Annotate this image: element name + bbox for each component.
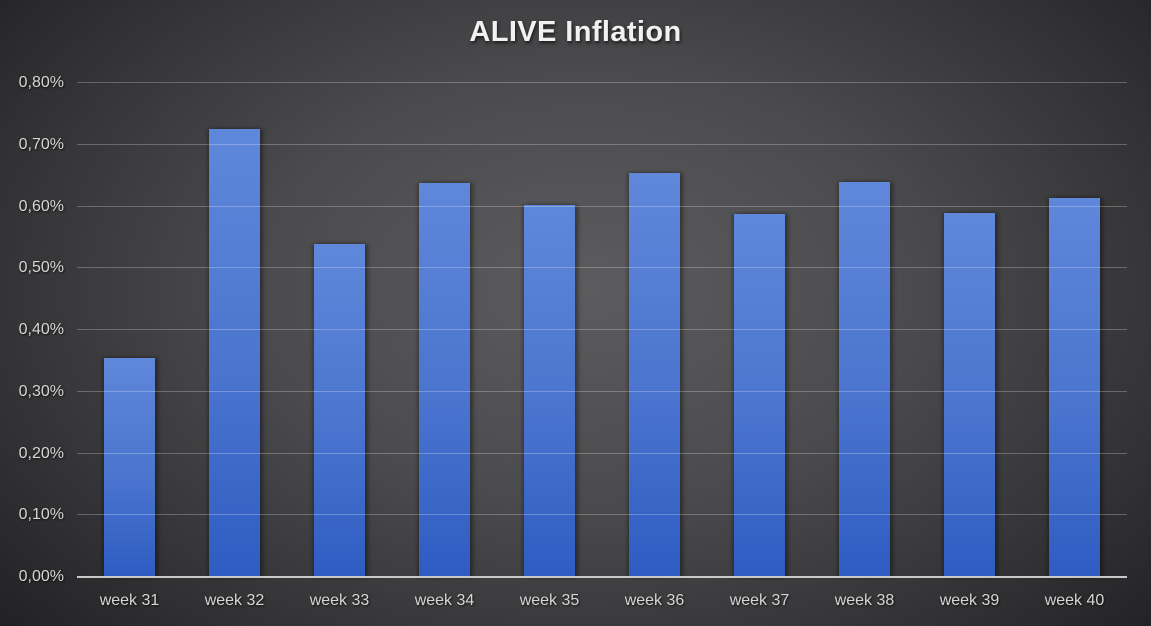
y-tick-label: 0,40% [18, 321, 64, 338]
y-gridline [77, 205, 1127, 207]
x-axis-label: week 36 [624, 592, 685, 609]
y-gridline [77, 267, 1127, 269]
bar-week-40[interactable] [1049, 197, 1100, 577]
x-axis-label: week 34 [414, 592, 475, 609]
bar-slot [497, 83, 602, 577]
bar-week-36[interactable] [629, 173, 680, 577]
y-tick-label: 0,50% [18, 259, 64, 277]
bar-week-34[interactable] [419, 183, 470, 577]
bar-week-35[interactable] [524, 204, 575, 577]
y-tick-label: 0,00% [18, 568, 64, 585]
y-tick-label: 0,20% [18, 444, 64, 462]
y-tick-label: 0,80% [18, 74, 64, 91]
bar-slot [182, 83, 287, 577]
x-axis-label: week 38 [834, 592, 895, 609]
x-axis-label: week 32 [204, 592, 265, 609]
plot-area [77, 82, 1127, 578]
x-axis-label: week 35 [519, 592, 580, 609]
bar-slot [1022, 83, 1127, 577]
bar-week-37[interactable] [734, 213, 785, 577]
x-axis-label: week 33 [309, 592, 370, 609]
y-gridline [77, 390, 1127, 392]
y-gridline [77, 329, 1127, 330]
y-gridline [77, 143, 1127, 145]
y-gridline [77, 82, 1127, 83]
bar-slot [707, 83, 812, 577]
bars-row [77, 83, 1127, 577]
y-tick-label: 0,10% [18, 506, 64, 524]
x-axis-line [77, 576, 1127, 578]
y-gridline [77, 452, 1127, 454]
bar-week-31[interactable] [104, 357, 155, 577]
y-tick-label: 0,70% [18, 135, 64, 153]
bar-slot [602, 83, 707, 577]
x-axis-label: week 39 [939, 592, 1000, 609]
bar-week-39[interactable] [944, 212, 995, 577]
y-gridline [77, 514, 1127, 516]
x-axis-label: week 37 [729, 592, 790, 609]
bar-week-38[interactable] [839, 182, 890, 577]
bar-slot [812, 83, 917, 577]
bar-week-32[interactable] [209, 129, 260, 577]
x-axis-label: week 31 [99, 592, 160, 609]
y-tick-label: 0,30% [18, 382, 64, 400]
x-axis-label: week 40 [1044, 592, 1105, 609]
y-tick-label: 0,60% [18, 197, 64, 215]
bar-slot [392, 83, 497, 577]
chart-title: ALIVE Inflation [469, 16, 682, 48]
bar-slot [917, 83, 1022, 577]
bar-week-33[interactable] [314, 243, 365, 577]
bar-slot [77, 83, 182, 577]
bar-slot [287, 83, 392, 577]
